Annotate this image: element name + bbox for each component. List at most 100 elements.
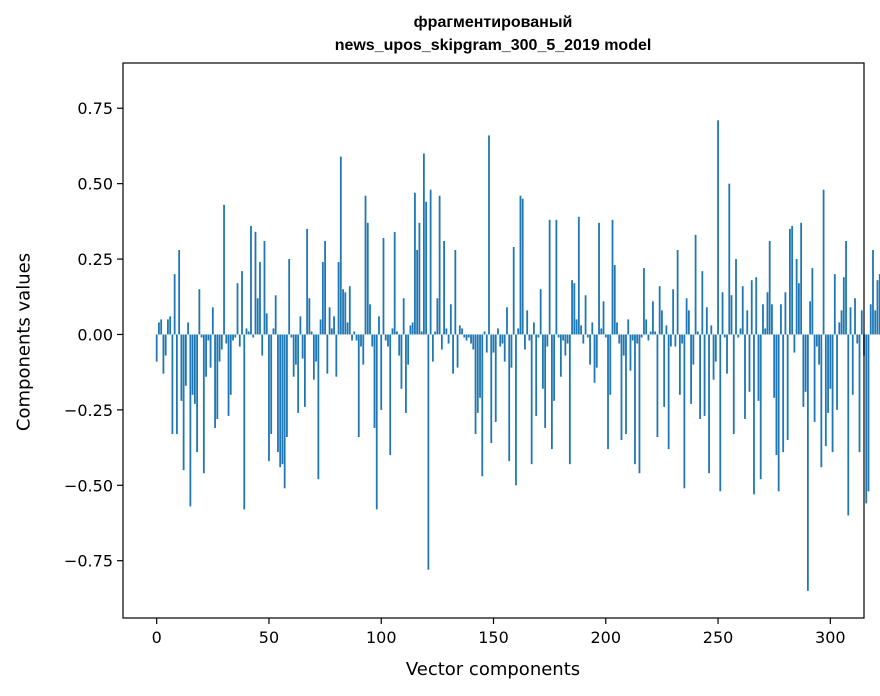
bar — [618, 334, 621, 344]
bar — [243, 334, 246, 510]
bar — [526, 310, 529, 335]
y-tick-label: 0.50 — [77, 175, 113, 194]
bar — [357, 334, 360, 438]
bar — [831, 334, 834, 453]
bar — [256, 298, 259, 335]
bar — [173, 274, 176, 335]
bar — [737, 334, 740, 338]
bar — [232, 334, 234, 341]
bar — [351, 334, 353, 341]
bar — [234, 334, 237, 338]
bar — [279, 334, 282, 468]
bar — [735, 259, 737, 335]
bar — [479, 334, 481, 398]
bar — [712, 334, 715, 380]
bar — [663, 334, 666, 407]
bar — [283, 334, 286, 489]
bar — [744, 334, 746, 419]
bar — [771, 304, 773, 335]
bar — [295, 334, 297, 365]
bar — [869, 304, 872, 335]
bar — [211, 307, 214, 335]
bar — [584, 295, 587, 335]
bar — [196, 334, 198, 453]
bar — [245, 328, 248, 335]
bar — [202, 334, 205, 474]
bar — [207, 334, 210, 341]
bar — [160, 319, 163, 335]
bar — [371, 334, 374, 347]
bar — [205, 334, 207, 377]
bar — [171, 334, 174, 435]
bar — [530, 334, 533, 465]
bar — [600, 328, 603, 335]
x-tick-label: 100 — [366, 628, 397, 647]
bar — [645, 319, 648, 335]
bar — [324, 240, 326, 335]
bar — [310, 331, 313, 335]
bar — [768, 240, 771, 335]
bar — [813, 334, 816, 422]
bar — [303, 334, 306, 407]
x-tick-label: 150 — [478, 628, 509, 647]
bar — [676, 250, 679, 335]
bar — [418, 222, 421, 335]
bar — [726, 334, 728, 374]
y-tick-label: −0.50 — [64, 476, 113, 495]
bar — [620, 334, 623, 441]
x-axis-label: Vector components — [405, 659, 581, 680]
bar — [685, 298, 688, 335]
bar — [344, 292, 347, 335]
bar — [429, 189, 432, 335]
bar — [510, 334, 513, 368]
bar — [227, 334, 230, 416]
bar — [184, 334, 187, 386]
bar — [867, 334, 870, 492]
bar — [824, 334, 827, 447]
bar — [164, 334, 167, 356]
y-tick-label: 0.75 — [77, 99, 113, 118]
bar — [321, 262, 324, 335]
bar — [591, 322, 594, 335]
bar — [829, 334, 832, 389]
bar — [427, 334, 430, 570]
bar — [158, 322, 160, 335]
bar — [339, 156, 342, 335]
bar — [218, 334, 221, 362]
bar — [434, 331, 437, 335]
bar — [308, 298, 311, 335]
bar — [353, 331, 356, 335]
bar — [506, 307, 508, 335]
x-tick-label: 50 — [259, 628, 279, 647]
bar — [155, 334, 158, 362]
bar — [806, 334, 809, 591]
bar — [595, 334, 598, 368]
bar — [467, 334, 470, 338]
bar — [573, 283, 576, 335]
bar — [398, 334, 401, 356]
bar — [175, 334, 178, 435]
bar — [191, 334, 194, 395]
bar — [683, 334, 686, 489]
bar — [757, 334, 760, 401]
bar — [557, 334, 560, 338]
bar — [436, 298, 439, 335]
bar — [420, 331, 423, 335]
bar — [452, 334, 454, 374]
bar — [494, 334, 497, 422]
bar — [508, 334, 511, 462]
bar — [268, 334, 270, 462]
bar — [836, 334, 838, 410]
bar — [638, 334, 641, 474]
bar — [499, 334, 502, 347]
bar — [708, 334, 710, 474]
bar — [533, 322, 535, 335]
bar — [582, 334, 585, 344]
bar — [728, 183, 731, 335]
bar — [539, 289, 542, 335]
bar — [503, 334, 506, 362]
bar — [182, 334, 185, 471]
bar — [721, 292, 724, 335]
bar — [568, 334, 571, 465]
